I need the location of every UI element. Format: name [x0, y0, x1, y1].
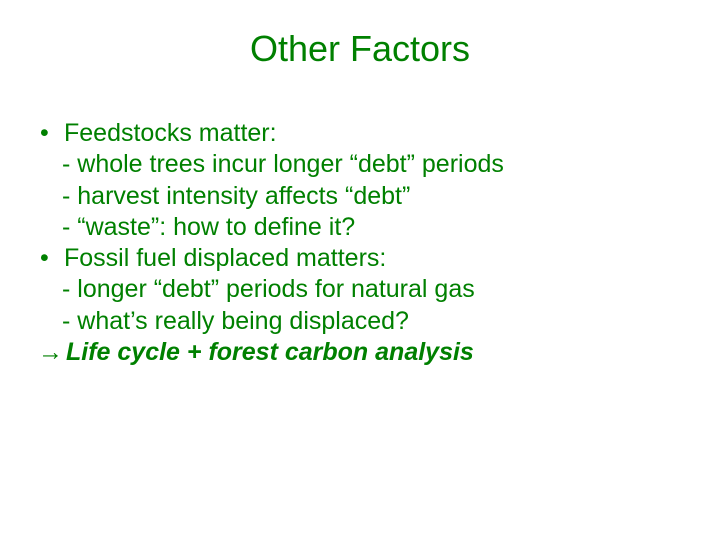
sub-item: - whole trees incur longer “debt” period…: [38, 149, 678, 180]
sub-item: - harvest intensity affects “debt”: [38, 181, 678, 212]
slide-body: • Feedstocks matter: - whole trees incur…: [38, 118, 678, 368]
bullet-marker: •: [38, 243, 64, 274]
slide-title: Other Factors: [0, 28, 720, 70]
sub-item: - longer “debt” periods for natural gas: [38, 274, 678, 305]
bullet-text: Feedstocks matter:: [64, 118, 678, 149]
conclusion-line: → Life cycle + forest carbon analysis: [38, 337, 678, 368]
bullet-item: • Feedstocks matter:: [38, 118, 678, 149]
sub-item: - what’s really being displaced?: [38, 306, 678, 337]
arrow-icon: →: [38, 337, 66, 368]
slide: Other Factors • Feedstocks matter: - who…: [0, 0, 720, 540]
bullet-marker: •: [38, 118, 64, 149]
sub-item: - “waste”: how to define it?: [38, 212, 678, 243]
conclusion-text: Life cycle + forest carbon analysis: [66, 337, 474, 368]
bullet-item: • Fossil fuel displaced matters:: [38, 243, 678, 274]
bullet-text: Fossil fuel displaced matters:: [64, 243, 678, 274]
